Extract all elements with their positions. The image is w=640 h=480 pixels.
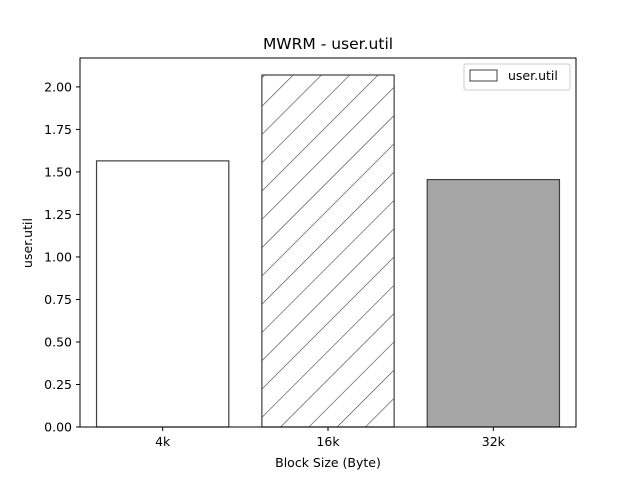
x-tick-label: 32k [482, 434, 506, 449]
y-axis-label: user.util [20, 218, 35, 268]
y-tick-label: 1.50 [44, 164, 72, 179]
bars-layer [95, 74, 561, 428]
y-tick-label: 1.00 [44, 249, 72, 264]
legend-swatch [469, 69, 498, 82]
y-axis: 0.00 0.25 0.50 0.75 1.00 1.25 1.50 1.75 2.00 [44, 79, 80, 435]
y-tick-label: 0.00 [44, 420, 72, 435]
bar-4k [95, 160, 230, 428]
y-tick-label: 1.75 [44, 122, 72, 137]
x-tick-label: 16k [316, 434, 340, 449]
bar-32k [426, 178, 561, 428]
chart-title: MWRM - user.util [263, 35, 393, 53]
legend-label: user.util [508, 68, 558, 83]
x-tick-label: 4k [155, 434, 171, 449]
legend: user.util [463, 63, 571, 91]
x-axis: 4k 16k 32k [155, 427, 506, 449]
x-axis-label: Block Size (Byte) [275, 455, 381, 470]
y-tick-label: 2.00 [44, 79, 72, 94]
y-tick-label: 0.25 [44, 377, 72, 392]
y-tick-label: 1.25 [44, 207, 72, 222]
y-tick-label: 0.75 [44, 292, 72, 307]
bar-16k [261, 74, 395, 428]
y-tick-label: 0.50 [44, 334, 72, 349]
